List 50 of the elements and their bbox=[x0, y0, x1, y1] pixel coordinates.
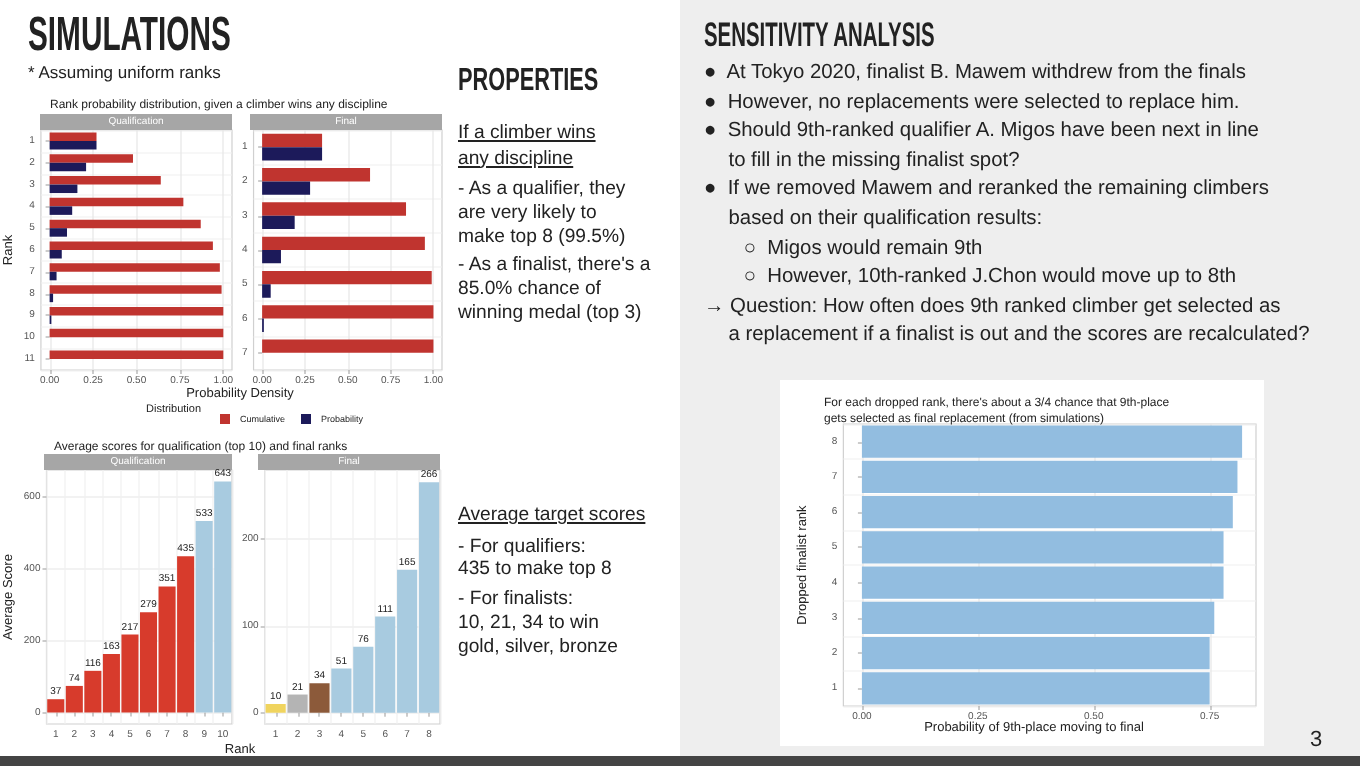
bar bbox=[49, 184, 78, 194]
text: ○ However, 10th-ranked J.Chon would move up to 8th bbox=[741, 264, 1239, 293]
text: - As a finalist, there's a 85.0% chance of winning medal (top 3) bbox=[458, 254, 653, 326]
bar bbox=[49, 154, 133, 163]
bar bbox=[49, 250, 62, 259]
bar bbox=[262, 250, 281, 264]
bar bbox=[262, 202, 407, 216]
bar bbox=[49, 306, 224, 316]
bar bbox=[262, 181, 311, 195]
text: - For qualifiers: 435 to make top 8 bbox=[458, 535, 614, 583]
text: → Question: How often does 9th ranked climber get selected as a replacement if a finalist is out and the scores are recalculated? bbox=[704, 293, 1312, 351]
bar bbox=[262, 168, 371, 182]
text: ● If we removed Mawem and reranked the remaining climbers based on their qualification results: bbox=[704, 176, 1271, 234]
bar bbox=[49, 350, 224, 360]
bar bbox=[49, 328, 224, 338]
bar bbox=[49, 271, 57, 281]
text: SIMULATIONS bbox=[28, 8, 233, 62]
bar bbox=[309, 683, 330, 713]
bar bbox=[49, 263, 220, 272]
bar bbox=[262, 133, 323, 148]
text: * Assuming uniform ranks bbox=[28, 62, 223, 82]
text: SENSITIVITY ANALYSIS bbox=[704, 16, 937, 56]
bar bbox=[262, 147, 323, 161]
bar bbox=[262, 236, 425, 250]
bar bbox=[262, 270, 432, 285]
text: PROPERTIES bbox=[458, 64, 601, 100]
bar bbox=[49, 228, 67, 237]
bar bbox=[49, 176, 161, 185]
text: ● Should 9th-ranked qualifier A. Migos have been next in line to fill in the missing finalist spot? bbox=[704, 118, 1261, 176]
bar bbox=[49, 241, 213, 250]
text: Average target scores bbox=[458, 504, 648, 529]
bar bbox=[262, 339, 434, 353]
text: ○ Migos would remain 9th bbox=[741, 235, 985, 264]
text: ● However, no replacements were selected to replace him. bbox=[704, 89, 1242, 118]
text: If a climber wins any discipline bbox=[458, 122, 598, 172]
text: ● At Tokyo 2020, finalist B. Mawem withdrew from the finals bbox=[704, 60, 1248, 88]
text: - For finalists: 10, 21, 34 to win gold, silver, bronze bbox=[458, 588, 620, 659]
bar bbox=[49, 219, 201, 229]
bar bbox=[49, 132, 97, 141]
bar bbox=[262, 215, 295, 230]
bar bbox=[262, 305, 434, 319]
bar bbox=[49, 285, 222, 294]
bar bbox=[49, 206, 73, 215]
text: - As a qualifier, they are very likely to make top 8 (99.5%) bbox=[458, 178, 628, 249]
bar bbox=[49, 140, 97, 150]
bar bbox=[49, 197, 184, 207]
bar bbox=[265, 704, 286, 713]
bar bbox=[287, 694, 308, 713]
bar bbox=[262, 284, 271, 298]
bar bbox=[49, 162, 87, 172]
